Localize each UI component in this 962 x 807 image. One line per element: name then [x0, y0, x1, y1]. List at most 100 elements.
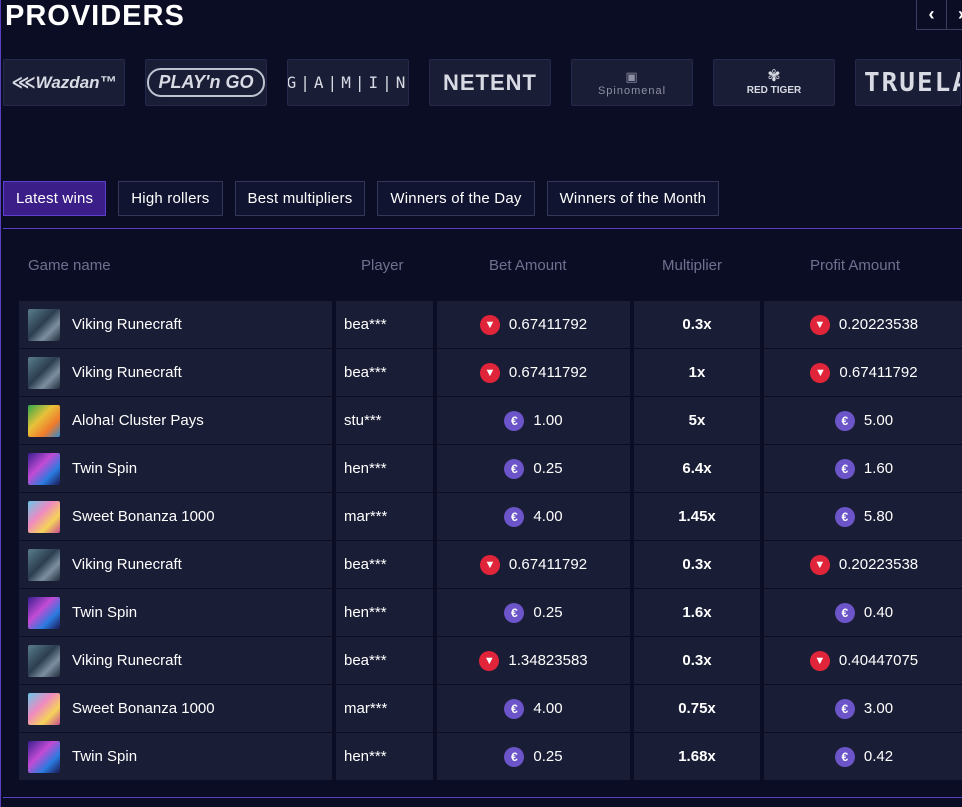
tron-coin-icon: ▼ [479, 314, 500, 335]
game-cell[interactable]: Sweet Bonanza 1000 [19, 685, 332, 732]
game-name: Viking Runecraft [72, 556, 182, 573]
header-game-name: Game name [28, 257, 111, 274]
multiplier-value: 5x [688, 412, 706, 429]
multiplier-cell: 0.3x [634, 301, 760, 348]
tiger-head-icon: ✾ [767, 68, 781, 85]
multiplier-value: 1.6x [682, 604, 712, 621]
game-thumbnail [28, 644, 60, 677]
game-name: Viking Runecraft [72, 652, 182, 669]
tron-coin-icon: ▼ [810, 362, 831, 383]
multiplier-cell: 5x [634, 397, 760, 444]
profit-cell: ▼ 0.20223538 [764, 541, 962, 588]
game-cell[interactable]: Sweet Bonanza 1000 [19, 493, 332, 540]
player-cell: bea*** [336, 637, 433, 684]
multiplier-cell: 6.4x [634, 445, 760, 492]
bet-cell: €1.00 [437, 397, 630, 444]
provider-playngo[interactable]: PLAY'n GO [145, 59, 267, 106]
bet-cell: €0.25 [437, 733, 630, 780]
bet-amount: 1.00 [533, 412, 563, 429]
player-cell: bea*** [336, 541, 433, 588]
player-name: stu*** [344, 412, 382, 429]
player-cell: mar*** [336, 685, 433, 732]
multiplier-value: 0.3x [682, 652, 712, 669]
tab-winners-of-the-month[interactable]: Winners of the Month [546, 181, 720, 216]
game-thumbnail [28, 596, 60, 629]
euro-coin-icon: € [504, 506, 525, 527]
tron-coin-icon: ▼ [809, 314, 830, 335]
wazdan-logo: ⋘Wazdan™ [11, 72, 117, 92]
truelab-logo: TRUELAB [864, 67, 960, 98]
provider-netent[interactable]: NETENT [429, 59, 551, 106]
player-name: bea*** [344, 556, 387, 573]
euro-coin-icon: € [504, 698, 525, 719]
game-cell[interactable]: Viking Runecraft [19, 637, 332, 684]
chevron-left-icon[interactable]: ‹ [928, 4, 935, 24]
playngo-logo: PLAY'n GO [146, 68, 266, 97]
euro-coin-icon: € [834, 506, 855, 527]
profit-amount: 0.40447075 [838, 652, 919, 669]
wins-table: Game name Player Bet Amount Multiplier P… [3, 228, 962, 798]
game-cell[interactable]: Twin Spin [19, 733, 332, 780]
provider-wazdan[interactable]: ⋘Wazdan™ [3, 59, 125, 106]
provider-redtiger[interactable]: ✾ RED TIGER [713, 59, 835, 106]
tab-winners-of-the-day[interactable]: Winners of the Day [377, 181, 535, 216]
multiplier-cell: 0.75x [634, 685, 760, 732]
game-thumbnail [28, 692, 60, 725]
game-name: Twin Spin [72, 460, 138, 477]
multiplier-cell: 1.68x [634, 733, 760, 780]
bet-cell: €0.25 [437, 589, 630, 636]
bet-amount: 0.25 [533, 460, 563, 477]
game-name: Viking Runecraft [72, 316, 182, 333]
player-cell: hen*** [336, 445, 433, 492]
euro-coin-icon: € [504, 746, 525, 767]
profit-cell: ▼ 0.20223538 [764, 301, 962, 348]
header-profit-amount: Profit Amount [810, 257, 901, 274]
game-thumbnail [28, 404, 60, 437]
profit-amount: 0.40 [863, 604, 894, 621]
player-cell: bea*** [336, 349, 433, 396]
multiplier-cell: 0.3x [634, 637, 760, 684]
header-multiplier: Multiplier [662, 257, 723, 274]
bet-cell: ▼ 0.67411792 [437, 541, 630, 588]
game-cell[interactable]: Viking Runecraft [19, 541, 332, 588]
game-cell[interactable]: Aloha! Cluster Pays [19, 397, 332, 444]
redtiger-logo: ✾ RED TIGER [747, 68, 801, 97]
tron-coin-icon: ▼ [479, 650, 500, 671]
game-cell[interactable]: Viking Runecraft [19, 301, 332, 348]
bet-cell: €4.00 [437, 685, 630, 732]
game-cell[interactable]: Twin Spin [19, 445, 332, 492]
player-cell: hen*** [336, 733, 433, 780]
player-cell: bea*** [336, 301, 433, 348]
profit-cell: ▼ 0.40447075 [764, 637, 962, 684]
profit-amount: 5.80 [863, 508, 894, 525]
profit-amount: 0.20223538 [838, 316, 919, 333]
header-player: Player [361, 257, 404, 274]
bet-cell: €0.25 [437, 445, 630, 492]
tab-best-multipliers[interactable]: Best multipliers [234, 181, 366, 216]
game-name: Sweet Bonanza 1000 [72, 700, 215, 717]
game-cell[interactable]: Twin Spin [19, 589, 332, 636]
player-name: bea*** [344, 652, 387, 669]
profit-cell: €5.00 [764, 397, 962, 444]
provider-spinomenal[interactable]: ▣ Spinomenal [571, 59, 693, 106]
bet-cell: ▼ 0.67411792 [437, 349, 630, 396]
tab-high-rollers[interactable]: High rollers [118, 181, 223, 216]
page-title: PROVIDERS [5, 0, 185, 32]
chevron-right-icon[interactable]: › [945, 0, 962, 30]
profit-cell: €1.60 [764, 445, 962, 492]
wins-tabs: Latest wins High rollers Best multiplier… [3, 181, 720, 216]
euro-coin-icon: € [504, 458, 525, 479]
spinomenal-mark-icon: ▣ [625, 68, 639, 84]
euro-coin-icon: € [504, 410, 525, 431]
euro-coin-icon: € [834, 746, 855, 767]
player-cell: hen*** [336, 589, 433, 636]
provider-bgaming[interactable]: B|G|A|M|I|N|G [287, 59, 409, 106]
provider-truelab[interactable]: TRUELAB [855, 59, 961, 106]
euro-coin-icon: € [834, 458, 855, 479]
multiplier-cell: 1x [634, 349, 760, 396]
game-cell[interactable]: Viking Runecraft [19, 349, 332, 396]
bet-amount: 0.67411792 [508, 316, 588, 333]
player-name: hen*** [344, 748, 387, 765]
tab-latest-wins[interactable]: Latest wins [3, 181, 107, 216]
